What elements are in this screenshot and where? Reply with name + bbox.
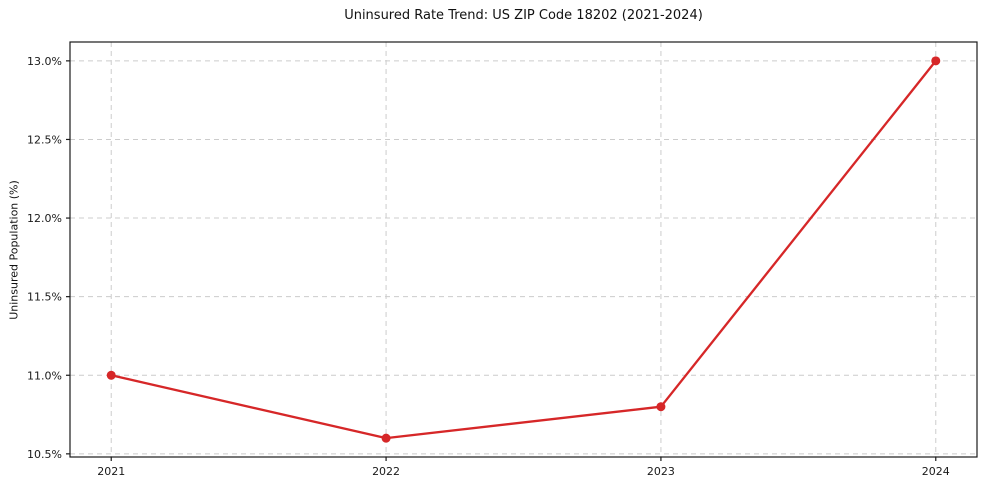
data-point-marker: [106, 370, 116, 380]
chart-title: Uninsured Rate Trend: US ZIP Code 18202 …: [344, 8, 703, 23]
y-tick-label: 12.0%: [27, 212, 62, 225]
x-tick-label: 2021: [97, 465, 125, 478]
data-point-marker: [656, 402, 666, 412]
trend-line: [110, 59, 937, 440]
data-point-marker: [931, 56, 941, 66]
y-tick-label: 13.0%: [27, 55, 62, 68]
x-tick-label: 2022: [372, 465, 400, 478]
y-tick-label: 11.0%: [27, 369, 62, 382]
y-tick-label: 12.5%: [27, 133, 62, 146]
x-tick-label: 2024: [922, 465, 950, 478]
x-tick-label: 2023: [647, 465, 675, 478]
data-point-marker: [381, 433, 391, 443]
y-tick-label: 10.5%: [27, 448, 62, 461]
y-tick-label: 11.5%: [27, 291, 62, 304]
axes-frame: [69, 41, 978, 458]
